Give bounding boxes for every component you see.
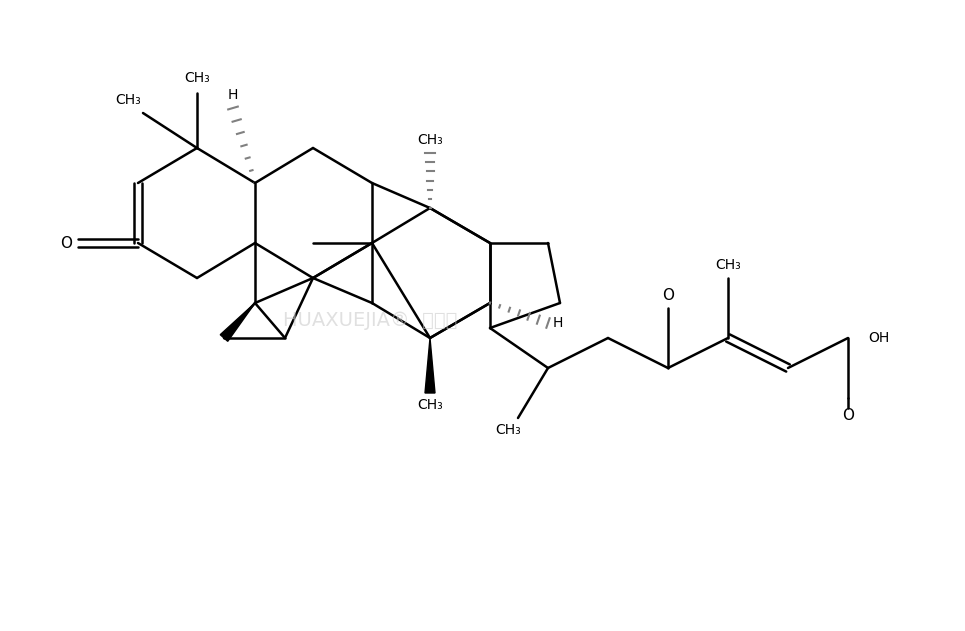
Polygon shape (425, 338, 435, 393)
Text: CH₃: CH₃ (417, 398, 443, 412)
Text: O: O (842, 408, 854, 423)
Text: O: O (60, 235, 72, 251)
Text: CH₃: CH₃ (495, 423, 521, 437)
Text: H: H (553, 316, 564, 330)
Text: CH₃: CH₃ (417, 133, 443, 147)
Text: CH₃: CH₃ (115, 93, 141, 107)
Text: O: O (662, 288, 674, 302)
Text: CH₃: CH₃ (715, 258, 741, 272)
Text: H: H (228, 88, 238, 102)
Text: CH₃: CH₃ (184, 71, 209, 85)
Polygon shape (220, 303, 255, 341)
Text: HUAXUEJIA®  化学加: HUAXUEJIA® 化学加 (283, 310, 457, 329)
Text: OH: OH (868, 331, 890, 345)
